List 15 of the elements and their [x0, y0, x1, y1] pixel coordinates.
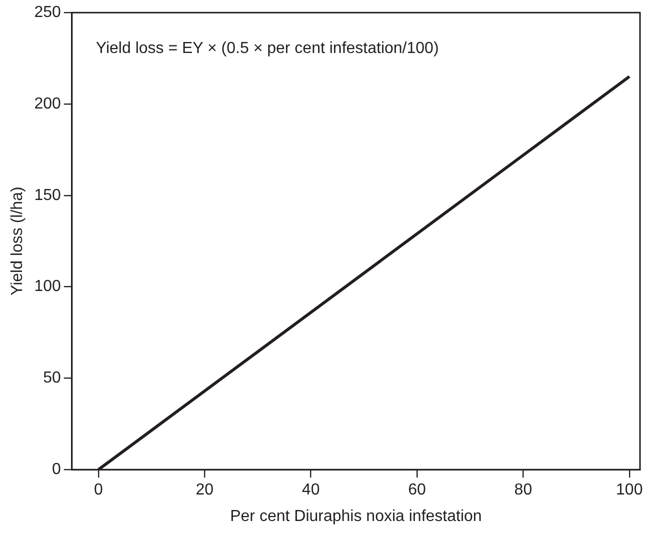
y-tick-label: 50 [43, 370, 61, 387]
annotation: Yield loss = EY × (0.5 × per cent infestation/100) [96, 40, 439, 58]
y-tick-label: 0 [52, 461, 61, 478]
x-tick-label: 100 [616, 482, 643, 499]
y-tick-label: 100 [34, 278, 61, 296]
x-axis-title: Per cent Diuraphis noxia infestation [230, 508, 482, 525]
y-tick-label: 200 [34, 95, 61, 112]
y-axis-title: Yield loss (l/ha) [9, 186, 26, 296]
x-tick-label: 80 [514, 482, 532, 499]
x-tick-label: 60 [408, 482, 426, 499]
x-tick-label: 40 [302, 482, 320, 499]
x-tick-label: 0 [94, 482, 103, 499]
y-tick-label: 150 [34, 186, 61, 204]
y-tick-label: 250 [34, 4, 61, 22]
x-tick-label: 20 [196, 482, 214, 499]
